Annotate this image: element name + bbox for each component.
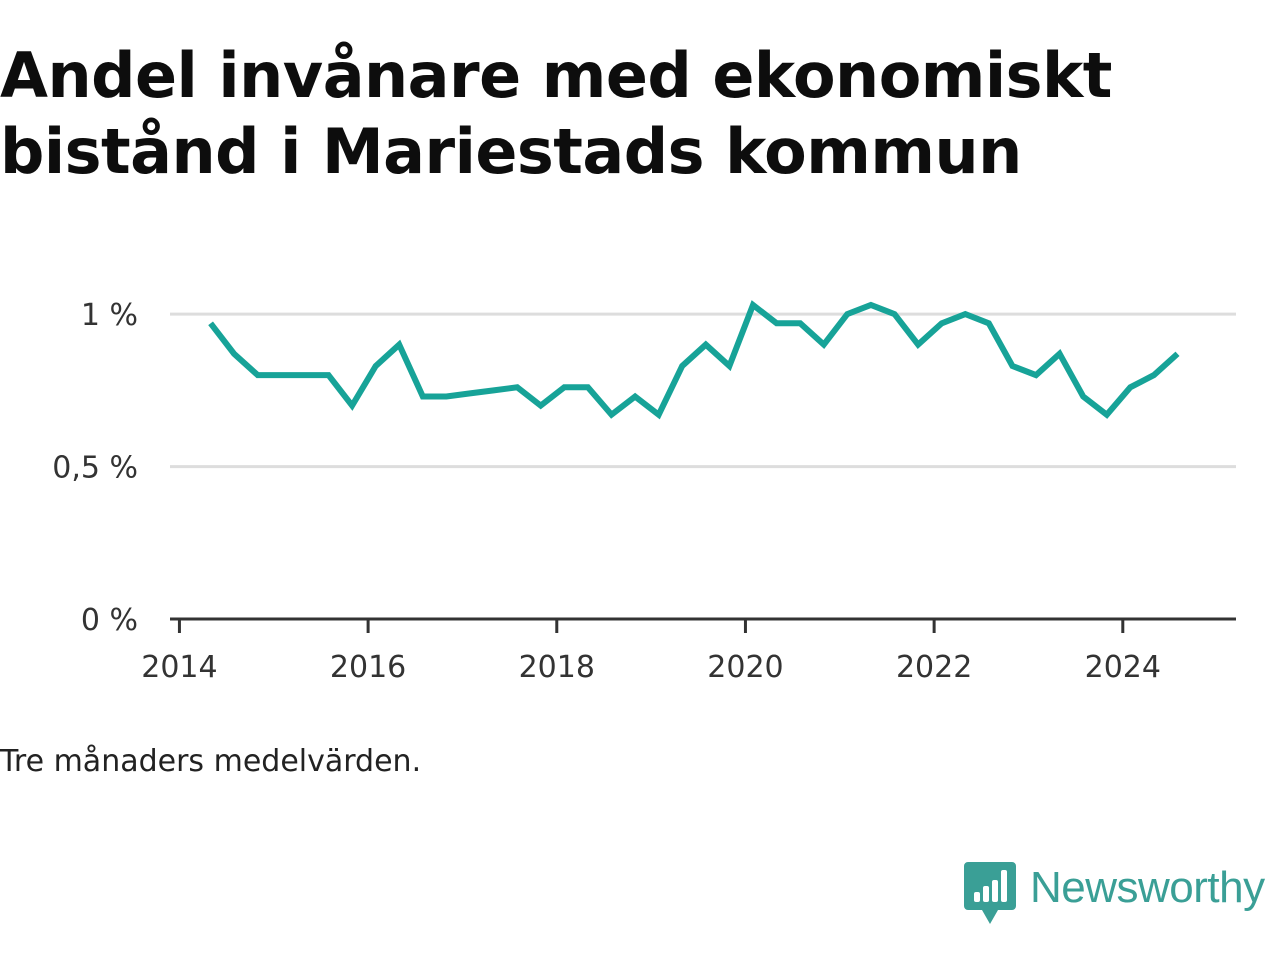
x-tick-label-4: 2022	[896, 650, 972, 685]
brand-name: Newsworthy	[1030, 863, 1265, 912]
data-point	[374, 364, 378, 368]
data-point	[421, 395, 425, 399]
data-point	[562, 385, 566, 389]
x-tick-label-3: 2020	[707, 650, 783, 685]
data-point	[704, 343, 708, 347]
x-tick-label-0: 2014	[141, 650, 217, 685]
data-point	[822, 343, 826, 347]
footnote: Tre månaders medelvärden.	[0, 744, 422, 779]
data-point	[1010, 364, 1014, 368]
y-tick-label-1: 0,5 %	[52, 451, 138, 486]
chart-title-line-2: bistånd i Mariestads kommun	[0, 115, 1022, 188]
data-point	[727, 364, 731, 368]
data-point	[916, 343, 920, 347]
data-point	[963, 312, 967, 316]
data-point	[1058, 352, 1062, 356]
x-tick-labels: 2014 2016 2018 2020 2022 2024	[141, 650, 1161, 685]
data-point	[775, 321, 779, 325]
data-point	[610, 413, 614, 417]
data-point	[751, 303, 755, 307]
data-point	[1152, 373, 1156, 377]
data-point	[444, 395, 448, 399]
y-tick-label-2: 1 %	[81, 298, 138, 333]
data-point	[987, 321, 991, 325]
data-point	[869, 303, 873, 307]
data-point	[657, 413, 661, 417]
data-point	[586, 385, 590, 389]
data-point	[350, 404, 354, 408]
data-point	[232, 352, 236, 356]
data-point	[279, 373, 283, 377]
data-point	[492, 388, 496, 392]
data-point	[845, 312, 849, 316]
x-axis	[170, 617, 1236, 633]
chart-title: Andel invånare med ekonomiskt bistånd i …	[0, 38, 1200, 190]
x-tick-label-5: 2024	[1085, 650, 1161, 685]
data-point	[1034, 373, 1038, 377]
newsworthy-brand[interactable]: Newsworthy	[964, 862, 1265, 926]
newsworthy-logo-icon	[964, 862, 1016, 924]
y-tick-labels: 0 % 0,5 % 1 %	[52, 298, 138, 638]
grid-lines	[170, 312, 1236, 469]
data-point	[1128, 385, 1132, 389]
chart-title-line-1: Andel invånare med ekonomiskt	[0, 39, 1112, 112]
data-point	[1081, 395, 1085, 399]
x-tick-label-1: 2016	[330, 650, 406, 685]
data-point	[1176, 352, 1180, 356]
data-point	[633, 395, 637, 399]
data-point	[1105, 413, 1109, 417]
data-point	[303, 373, 307, 377]
data-point	[468, 391, 472, 395]
data-point	[256, 373, 260, 377]
x-tick-label-2: 2018	[519, 650, 595, 685]
data-point	[397, 343, 401, 347]
data-point	[327, 373, 331, 377]
data-point	[893, 312, 897, 316]
series-line-0	[208, 300, 1180, 420]
data-point	[680, 364, 684, 368]
data-point	[798, 321, 802, 325]
data-point	[209, 321, 213, 325]
data-point	[940, 321, 944, 325]
series-layer	[208, 300, 1180, 420]
data-point	[515, 385, 519, 389]
y-tick-label-0: 0 %	[81, 603, 138, 638]
data-point	[539, 404, 543, 408]
